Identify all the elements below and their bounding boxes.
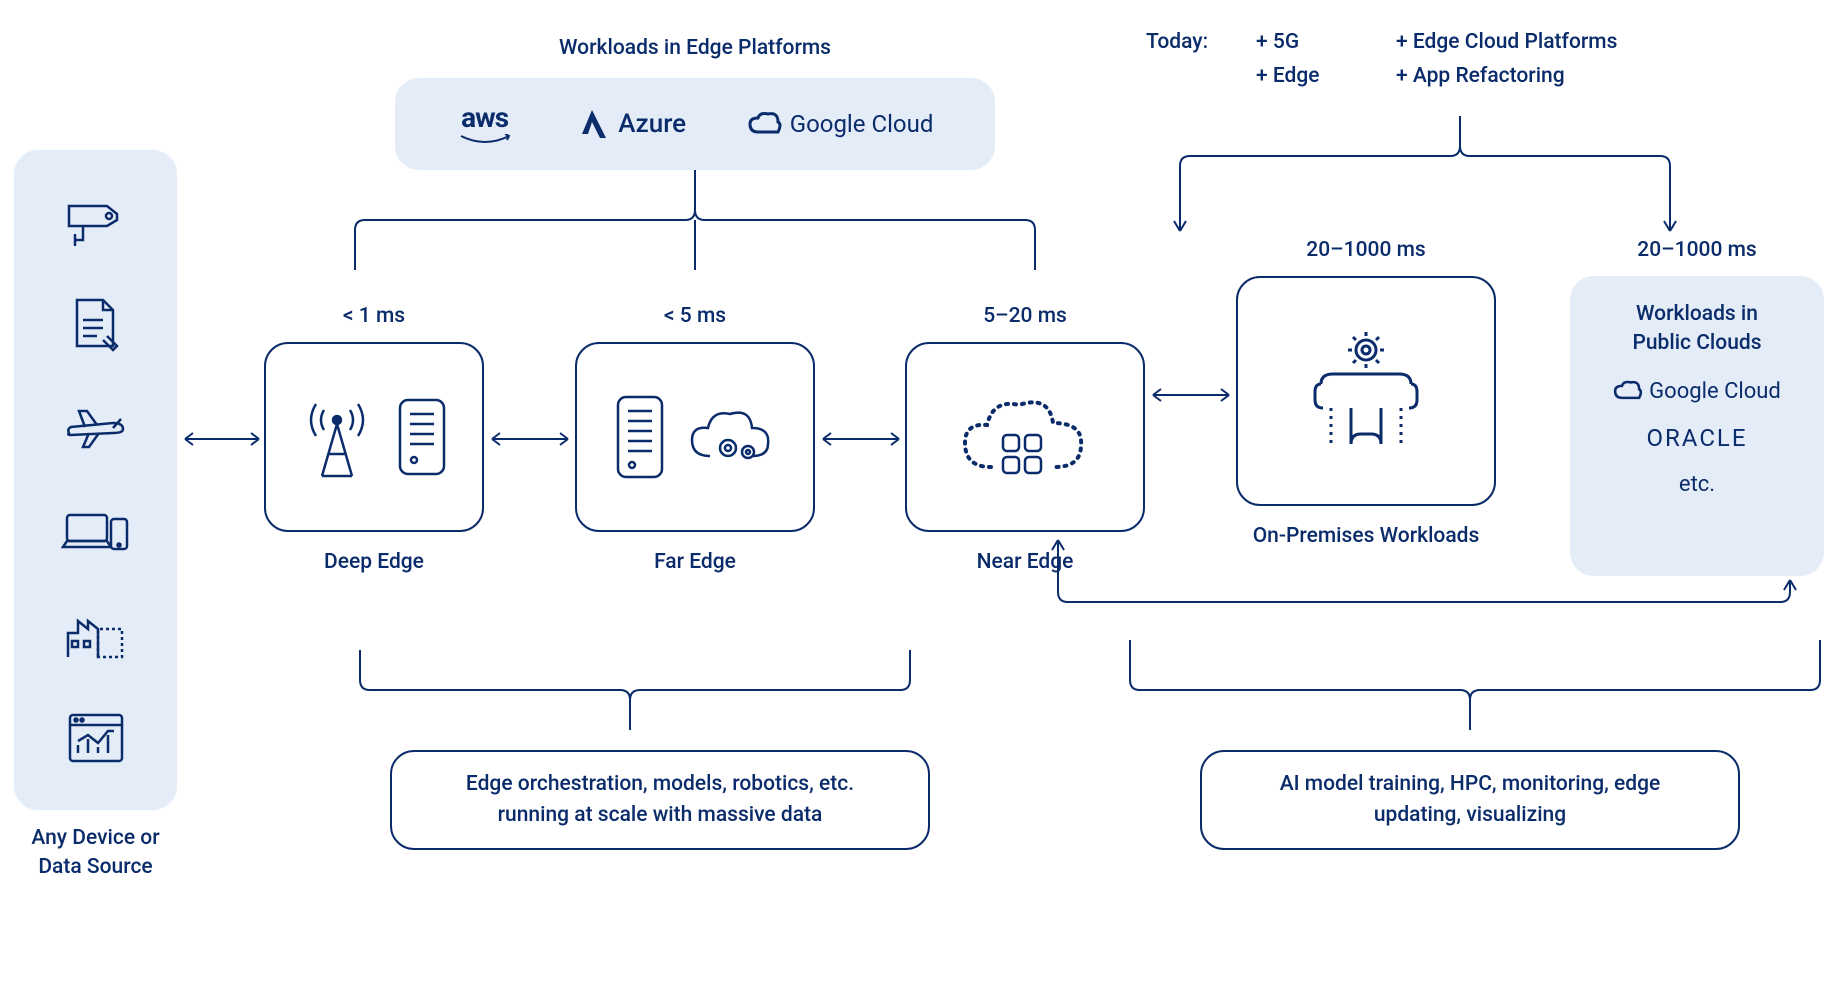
camera-icon xyxy=(61,187,131,257)
header-title: Workloads in Edge Platforms xyxy=(530,36,860,60)
latency-label: 20–1000 ms xyxy=(1570,238,1824,262)
today-item: + Edge Cloud Platforms xyxy=(1396,30,1656,54)
chart-icon xyxy=(61,703,131,773)
aws-logo: aws xyxy=(457,101,513,148)
cloud-dotted-icon xyxy=(955,387,1095,487)
latency-label: < 5 ms xyxy=(575,304,815,328)
far-edge-box xyxy=(575,342,815,532)
bottom-right-box: AI model training, HPC, monitoring, edge… xyxy=(1200,750,1740,850)
antenna-icon xyxy=(298,392,376,482)
near-to-public-line xyxy=(1050,532,1830,622)
bracket-top xyxy=(290,170,1100,300)
onprem-box xyxy=(1236,276,1496,506)
public-cloud-box: Workloads in Public Clouds Google Cloud … xyxy=(1570,276,1824,576)
document-icon xyxy=(61,290,131,360)
latency-label: < 1 ms xyxy=(264,304,484,328)
arrow-bi xyxy=(177,424,267,454)
device-panel xyxy=(14,150,177,810)
bracket-bottom-left xyxy=(340,650,930,750)
today-label: Today: xyxy=(1146,30,1256,54)
edge-name: Deep Edge xyxy=(264,550,484,574)
near-edge-box xyxy=(905,342,1145,532)
server-icon xyxy=(612,393,668,481)
cloud-gears-icon xyxy=(686,402,778,472)
arrow-bi xyxy=(1145,380,1237,410)
today-item: + 5G xyxy=(1256,30,1396,54)
bracket-bottom-right xyxy=(1110,640,1838,750)
edge-name: Far Edge xyxy=(575,550,815,574)
arrow-bi xyxy=(484,424,576,454)
azure-logo: Azure xyxy=(574,106,686,142)
server-icon xyxy=(394,396,450,478)
today-arrows xyxy=(1120,116,1820,256)
public-cloud-title: Workloads in Public Clouds xyxy=(1632,300,1761,359)
today-item: + Edge xyxy=(1256,64,1396,88)
building-gear-icon xyxy=(1301,326,1431,456)
latency-label: 20–1000 ms xyxy=(1236,238,1496,262)
today-panel: Today: + 5G + Edge Cloud Platforms + Edg… xyxy=(1146,30,1656,88)
bottom-left-box: Edge orchestration, models, robotics, et… xyxy=(390,750,930,850)
device-panel-label: Any Device or Data Source xyxy=(14,824,177,883)
latency-label: 5–20 ms xyxy=(905,304,1145,328)
etc-label: etc. xyxy=(1679,472,1715,497)
factory-icon xyxy=(61,600,131,670)
airplane-icon xyxy=(61,393,131,463)
gcloud-logo: Google Cloud xyxy=(748,110,934,138)
gcloud-logo: Google Cloud xyxy=(1613,379,1781,404)
deep-edge-box xyxy=(264,342,484,532)
today-item: + App Refactoring xyxy=(1396,64,1656,88)
laptop-phone-icon xyxy=(61,497,131,567)
provider-box: aws Azure Google Cloud xyxy=(395,78,995,170)
arrow-bi xyxy=(815,424,907,454)
oracle-logo: ORACLE xyxy=(1646,424,1747,452)
